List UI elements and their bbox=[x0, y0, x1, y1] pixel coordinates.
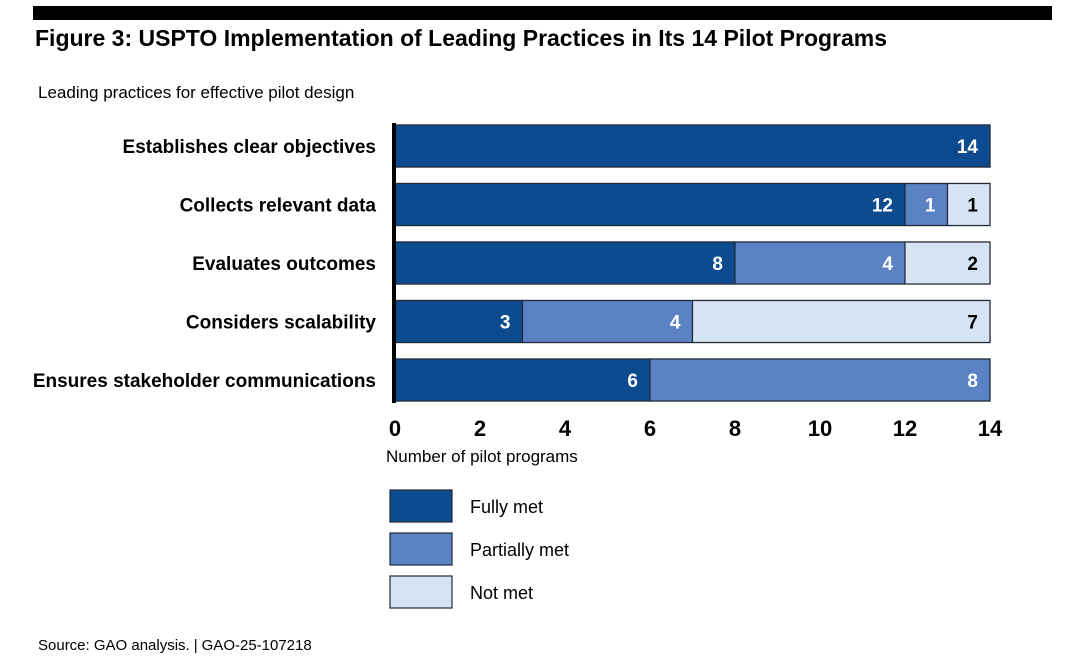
x-axis-ticks: 0 2 4 6 8 10 12 14 Number of pilot programs bbox=[386, 416, 1003, 466]
bar-segment-fully-met bbox=[394, 299, 524, 344]
x-tick-label: 10 bbox=[808, 416, 832, 441]
legend: Fully met Partially met Not met bbox=[389, 489, 569, 609]
bar-segment-partially-met bbox=[649, 358, 991, 402]
figure-subtitle: Leading practices for effective pilot de… bbox=[38, 83, 355, 102]
data-label-fully-met: 8 bbox=[712, 254, 723, 275]
data-label-fully-met: 14 bbox=[957, 137, 979, 158]
data-label-fully-met: 12 bbox=[872, 196, 893, 217]
bar-segment-partially-met bbox=[521, 299, 694, 344]
bars-group: 14 12 1 1 8 4 2 3 4 7 6 8 bbox=[392, 123, 991, 403]
legend-label-not-met: Not met bbox=[470, 583, 533, 603]
category-label: Establishes clear objectives bbox=[123, 137, 376, 158]
x-tick-label: 12 bbox=[893, 416, 917, 441]
data-label-partially-met: 4 bbox=[882, 254, 893, 275]
data-label-fully-met: 6 bbox=[627, 371, 638, 392]
data-label-partially-met: 4 bbox=[670, 313, 681, 334]
data-label-not-met: 2 bbox=[967, 254, 978, 275]
bar-segment-not-met bbox=[904, 241, 991, 285]
bar-segment-fully-met bbox=[394, 124, 991, 168]
bar-segment-not-met bbox=[691, 299, 991, 344]
source-separator: | bbox=[193, 637, 198, 654]
data-label-not-met: 7 bbox=[967, 313, 978, 334]
bar-segment-not-met bbox=[946, 182, 991, 227]
legend-label-partially-met: Partially met bbox=[470, 540, 569, 560]
x-tick-label: 4 bbox=[559, 416, 572, 441]
legend-label-fully-met: Fully met bbox=[470, 497, 543, 517]
bar-segment-fully-met bbox=[394, 182, 906, 227]
source-text: Source: GAO analysis. bbox=[38, 637, 190, 654]
bar-segment-partially-met bbox=[904, 182, 949, 227]
x-tick-label: 6 bbox=[644, 416, 656, 441]
bar-segment-fully-met bbox=[394, 241, 736, 285]
legend-swatch-not-met bbox=[389, 575, 453, 609]
title-rule bbox=[33, 6, 1052, 20]
category-labels: Establishes clear objectives Collects rel… bbox=[33, 137, 377, 392]
data-label-fully-met: 3 bbox=[500, 313, 511, 334]
report-id: GAO-25-107218 bbox=[201, 637, 312, 654]
source-note: Source: GAO analysis. | GAO-25-107218 bbox=[38, 637, 312, 654]
x-tick-label: 0 bbox=[389, 416, 401, 441]
x-tick-label: 2 bbox=[474, 416, 486, 441]
bar-segment-fully-met bbox=[394, 358, 651, 402]
legend-swatch-fully-met bbox=[389, 489, 453, 523]
category-label: Considers scalability bbox=[186, 313, 377, 334]
data-label-partially-met: 8 bbox=[967, 371, 978, 392]
x-tick-label: 14 bbox=[978, 416, 1003, 441]
figure-title: Figure 3: USPTO Implementation of Leadin… bbox=[35, 25, 888, 51]
x-axis-label: Number of pilot programs bbox=[386, 447, 578, 466]
data-label-not-met: 1 bbox=[967, 196, 978, 217]
data-label-partially-met: 1 bbox=[925, 196, 936, 217]
bar-segment-partially-met bbox=[734, 241, 906, 285]
category-label: Collects relevant data bbox=[180, 196, 377, 217]
category-label: Ensures stakeholder communications bbox=[33, 371, 376, 392]
legend-swatch-partially-met bbox=[389, 532, 453, 566]
category-label: Evaluates outcomes bbox=[192, 254, 376, 275]
x-tick-label: 8 bbox=[729, 416, 741, 441]
